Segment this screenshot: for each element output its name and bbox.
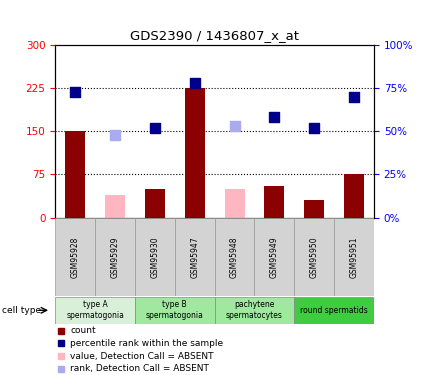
Text: rank, Detection Call = ABSENT: rank, Detection Call = ABSENT <box>70 364 209 373</box>
FancyBboxPatch shape <box>55 297 135 324</box>
FancyBboxPatch shape <box>55 217 95 296</box>
Bar <box>145 189 165 218</box>
Point <box>271 114 278 120</box>
Point <box>351 94 357 100</box>
Text: GSM95951: GSM95951 <box>350 236 359 278</box>
Point <box>191 80 198 86</box>
Text: GSM95928: GSM95928 <box>71 236 79 278</box>
Text: type A
spermatogonia: type A spermatogonia <box>66 300 124 320</box>
FancyBboxPatch shape <box>215 217 255 296</box>
Bar <box>304 200 324 217</box>
Text: GSM95950: GSM95950 <box>310 236 319 278</box>
Text: type B
spermatogonia: type B spermatogonia <box>146 300 204 320</box>
Text: pachytene
spermatocytes: pachytene spermatocytes <box>226 300 283 320</box>
Bar <box>264 186 284 218</box>
Point <box>231 123 238 129</box>
FancyBboxPatch shape <box>294 297 374 324</box>
FancyBboxPatch shape <box>95 217 135 296</box>
Point <box>72 88 79 94</box>
FancyBboxPatch shape <box>135 217 175 296</box>
Text: GSM95930: GSM95930 <box>150 236 159 278</box>
Text: GSM95929: GSM95929 <box>110 236 119 278</box>
Text: percentile rank within the sample: percentile rank within the sample <box>70 339 223 348</box>
FancyBboxPatch shape <box>175 217 215 296</box>
Bar <box>105 195 125 217</box>
FancyBboxPatch shape <box>135 297 215 324</box>
Bar <box>224 189 244 218</box>
FancyBboxPatch shape <box>334 217 374 296</box>
Bar <box>185 88 205 218</box>
Title: GDS2390 / 1436807_x_at: GDS2390 / 1436807_x_at <box>130 30 299 42</box>
Text: GSM95949: GSM95949 <box>270 236 279 278</box>
Text: count: count <box>70 326 96 335</box>
Text: value, Detection Call = ABSENT: value, Detection Call = ABSENT <box>70 351 213 360</box>
Bar <box>65 131 85 218</box>
Text: round spermatids: round spermatids <box>300 306 368 315</box>
FancyBboxPatch shape <box>215 297 294 324</box>
Point <box>112 132 119 138</box>
FancyBboxPatch shape <box>255 217 294 296</box>
Bar <box>344 174 364 217</box>
Text: cell type: cell type <box>2 306 41 315</box>
Text: GSM95947: GSM95947 <box>190 236 199 278</box>
Text: GSM95948: GSM95948 <box>230 236 239 278</box>
Point <box>311 125 317 131</box>
Point <box>151 125 158 131</box>
FancyBboxPatch shape <box>294 217 334 296</box>
